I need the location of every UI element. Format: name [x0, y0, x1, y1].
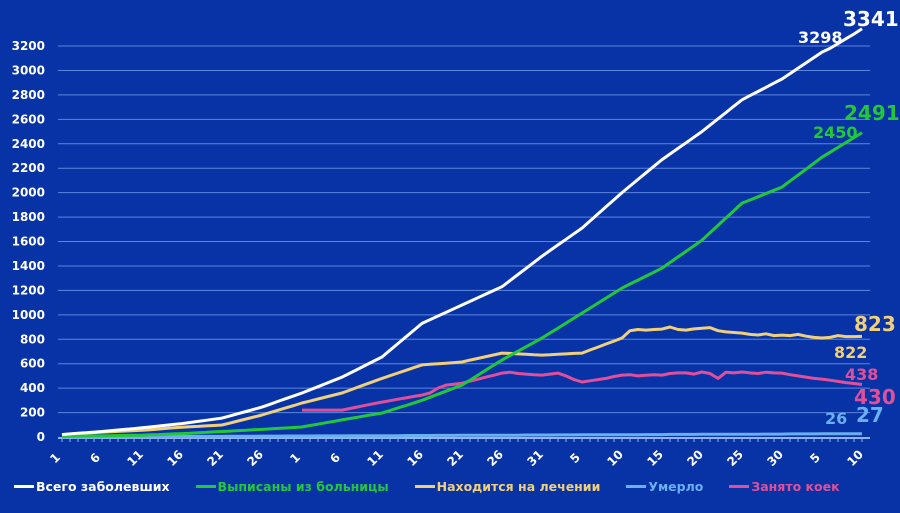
x-tick-label: 11: [364, 447, 386, 469]
y-tick-label: 800: [20, 332, 45, 346]
data-labels: 3298 3341 2450 2491 823 822 438 430 26 2…: [798, 7, 900, 428]
data-label-treatment-previous: 822: [834, 343, 867, 362]
gridlines: [58, 45, 870, 414]
data-label-discharged-previous: 2450: [813, 123, 858, 142]
x-tick-label: 25: [724, 447, 746, 469]
data-label-total-last: 3341: [843, 7, 899, 31]
x-tick-label: 5: [807, 450, 823, 466]
data-label-died-previous: 26: [825, 409, 847, 428]
x-tick-label: 16: [164, 447, 186, 469]
y-tick-label: 0: [37, 430, 45, 444]
y-tick-label: 3000: [12, 63, 45, 77]
series-line-2: [61, 325, 863, 437]
legend-item-treatment: Находится на лечении: [414, 479, 601, 494]
y-tick-label: 1800: [12, 210, 45, 224]
series-line-1: [61, 131, 863, 438]
series-lines: [61, 27, 863, 439]
y-tick-label: 3200: [12, 39, 45, 53]
y-tick-label: 2000: [12, 186, 45, 200]
x-tick-label: 31: [524, 447, 546, 469]
legend-label: Всего заболевших: [36, 479, 170, 494]
x-tick-label: 21: [204, 447, 226, 469]
x-tick-label: 20: [684, 447, 706, 469]
legend-label: Умерло: [648, 479, 704, 494]
y-tick-label: 1200: [12, 283, 45, 297]
y-tick-label: 2400: [12, 137, 45, 151]
legend-swatch: [414, 485, 435, 488]
series-line-4: [302, 370, 863, 412]
y-tick-label: 600: [20, 357, 45, 371]
legend-item-beds: Занято коек: [729, 479, 840, 494]
x-tick-label: 10: [844, 447, 866, 469]
data-label-total-previous: 3298: [798, 28, 843, 47]
x-tick-label: 30: [764, 447, 786, 469]
data-label-beds-last: 430: [854, 385, 896, 409]
x-tick-label: 1: [287, 450, 303, 466]
x-tick-label: 11: [124, 447, 146, 469]
legend-item-died: Умерло: [626, 479, 703, 494]
x-tick-label: 16: [404, 447, 426, 469]
x-tick-label: 6: [87, 450, 103, 466]
legend-label: Занято коек: [751, 479, 840, 494]
x-tick-label: 5: [567, 450, 583, 466]
y-tick-label: 1000: [12, 308, 45, 322]
legend-swatch: [729, 485, 750, 488]
legend-item-total: Всего заболевших: [14, 479, 170, 494]
x-tick-label: 21: [444, 447, 466, 469]
x-tick-label: 15: [644, 447, 666, 469]
series-line-0: [61, 27, 863, 437]
series-line-3: [62, 432, 863, 439]
data-label-treatment-last: 823: [854, 312, 896, 336]
x-tick-label: 26: [244, 447, 266, 469]
legend-label: Выписаны из больницы: [217, 479, 389, 494]
data-label-beds-previous: 438: [845, 365, 878, 384]
legend-swatch: [626, 485, 647, 488]
data-label-died-last: 27: [856, 403, 884, 427]
legend-label: Находится на лечении: [436, 479, 601, 494]
x-tick-label: 6: [327, 450, 343, 466]
y-tick-label: 2600: [12, 112, 45, 126]
legend-swatch: [195, 485, 216, 488]
y-tick-label: 200: [20, 406, 45, 420]
y-tick-label: 2200: [12, 161, 45, 175]
data-label-discharged-last: 2491: [844, 101, 900, 125]
y-tick-label: 1600: [12, 235, 45, 249]
x-tick-label: 10: [604, 447, 626, 469]
x-axis: 1 6 11 16 21 26 1 6 11 16 21 26 31 5 10 15 20 25 30 5 10: [47, 437, 870, 469]
legend: Всего заболевших Выписаны из больницы На…: [14, 479, 840, 494]
y-tick-label: 2800: [12, 88, 45, 102]
y-tick-label: 400: [20, 381, 45, 395]
x-tick-label: 26: [484, 447, 506, 469]
legend-swatch: [14, 485, 34, 488]
legend-item-discharged: Выписаны из больницы: [195, 479, 389, 494]
x-tick-label: 1: [47, 450, 63, 466]
y-axis-tick-labels: 0 200 400 600 800 1000 1200 1400 1600 1800 2000 220…: [12, 39, 45, 444]
y-tick-label: 1400: [12, 259, 45, 273]
